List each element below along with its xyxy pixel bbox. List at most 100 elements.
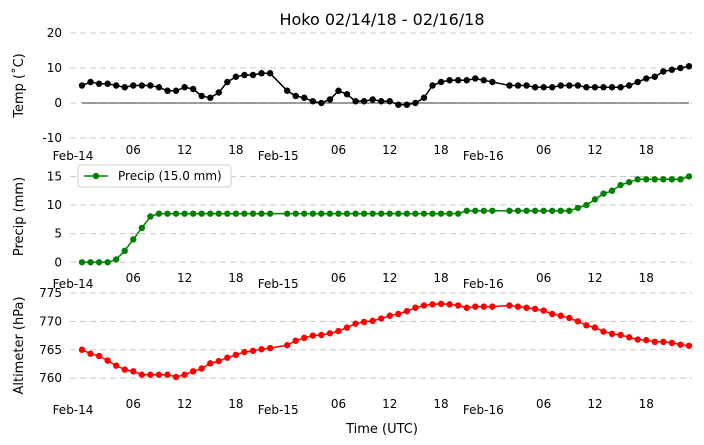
x-tick-label: 06 <box>126 271 141 285</box>
data-point <box>292 337 299 344</box>
data-point <box>95 352 103 360</box>
data-point <box>480 303 488 310</box>
data-point <box>634 176 641 183</box>
data-point <box>660 338 667 346</box>
chart-title: Hoko 02/14/18 - 02/16/18 <box>279 10 484 29</box>
data-point <box>540 207 547 214</box>
y-tick-label: 770 <box>39 314 62 328</box>
data-point <box>395 101 402 108</box>
data-point <box>335 327 342 335</box>
legend-label: Precip (15.0 mm) <box>118 169 222 183</box>
data-point <box>95 259 103 266</box>
data-point <box>677 64 684 72</box>
data-point <box>335 210 342 217</box>
data-point <box>87 259 94 266</box>
data-point <box>121 366 128 373</box>
data-point <box>343 210 351 217</box>
data-point <box>181 210 188 217</box>
data-point <box>386 312 393 319</box>
data-point <box>164 210 171 217</box>
data-point <box>301 334 308 342</box>
data-point <box>104 259 111 266</box>
data-point <box>574 82 582 89</box>
data-point <box>369 96 376 103</box>
data-point <box>412 99 419 107</box>
data-point <box>489 78 496 86</box>
x-tick-label: Feb-16 <box>463 149 504 163</box>
data-point <box>232 73 240 80</box>
data-point <box>172 373 180 381</box>
data-point <box>660 176 667 183</box>
data-point <box>463 77 470 84</box>
data-point <box>121 247 128 255</box>
data-point <box>583 84 590 91</box>
data-point <box>369 210 376 217</box>
data-point <box>249 347 257 355</box>
x-tick-label: 06 <box>536 271 551 285</box>
y-tick-label: 10 <box>47 198 62 212</box>
x-tick-label: 18 <box>433 397 448 411</box>
data-point <box>643 176 650 183</box>
data-point <box>557 207 564 214</box>
data-point <box>283 210 291 217</box>
data-point <box>403 307 411 315</box>
data-point <box>454 210 462 217</box>
data-point <box>600 84 607 91</box>
data-point <box>420 210 428 217</box>
data-point <box>634 78 641 86</box>
data-point <box>506 207 513 214</box>
data-point <box>668 66 676 73</box>
data-point <box>437 210 445 217</box>
data-point <box>189 85 197 93</box>
data-point <box>155 84 163 91</box>
data-point <box>378 210 385 217</box>
data-point <box>429 82 436 89</box>
data-point <box>463 207 470 214</box>
data-point <box>514 303 522 310</box>
data-point <box>369 317 376 325</box>
data-point <box>283 87 291 94</box>
panel-1: -10 0 10 20 Temp (˚C) Feb-14 06 12 18 Feb-15 06 12 1… <box>11 26 693 163</box>
x-tick-label: 12 <box>382 271 397 285</box>
y-tick-label: 0 <box>54 255 62 269</box>
data-point <box>386 210 393 217</box>
x-tick-label: 18 <box>639 143 654 157</box>
x-tick-label: Feb-15 <box>258 277 299 291</box>
data-point <box>343 324 351 331</box>
data-point <box>643 336 650 344</box>
series-line <box>81 303 690 378</box>
data-point <box>138 82 146 89</box>
y-tick-label: 20 <box>47 26 62 40</box>
data-point <box>591 196 599 203</box>
data-point <box>643 75 650 82</box>
data-point <box>472 75 479 82</box>
x-tick-label: Feb-15 <box>258 149 299 163</box>
data-point <box>155 210 163 217</box>
data-point <box>403 101 411 108</box>
data-point <box>531 207 539 214</box>
data-point <box>241 210 248 217</box>
data-point <box>531 305 539 313</box>
data-point <box>181 84 188 91</box>
data-point <box>147 213 154 220</box>
y-tick-label: 775 <box>39 286 62 300</box>
x-tick-label: 06 <box>331 271 346 285</box>
data-point <box>608 84 616 91</box>
data-point <box>112 82 120 89</box>
data-point <box>326 96 334 103</box>
x-tick-label: 06 <box>331 397 346 411</box>
x-tick-label: 12 <box>382 143 397 157</box>
data-point <box>566 314 573 322</box>
data-point <box>608 330 616 338</box>
data-point <box>472 207 479 214</box>
data-point <box>523 304 530 311</box>
x-tick-label: 18 <box>228 143 243 157</box>
data-point <box>147 82 154 89</box>
data-point <box>241 71 248 79</box>
y-tick-label: -10 <box>42 131 62 145</box>
data-point <box>215 210 222 217</box>
data-point <box>454 77 462 84</box>
data-point <box>420 302 428 309</box>
legend: Precip (15.0 mm) <box>77 164 232 188</box>
